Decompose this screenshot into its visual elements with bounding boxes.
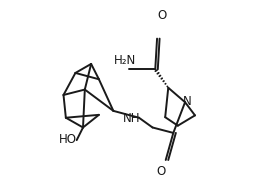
Text: HO: HO	[59, 133, 77, 146]
Text: NH: NH	[123, 112, 140, 126]
Text: O: O	[156, 165, 165, 178]
Text: O: O	[158, 9, 167, 22]
Text: N: N	[183, 95, 192, 108]
Text: H₂N: H₂N	[113, 54, 136, 67]
